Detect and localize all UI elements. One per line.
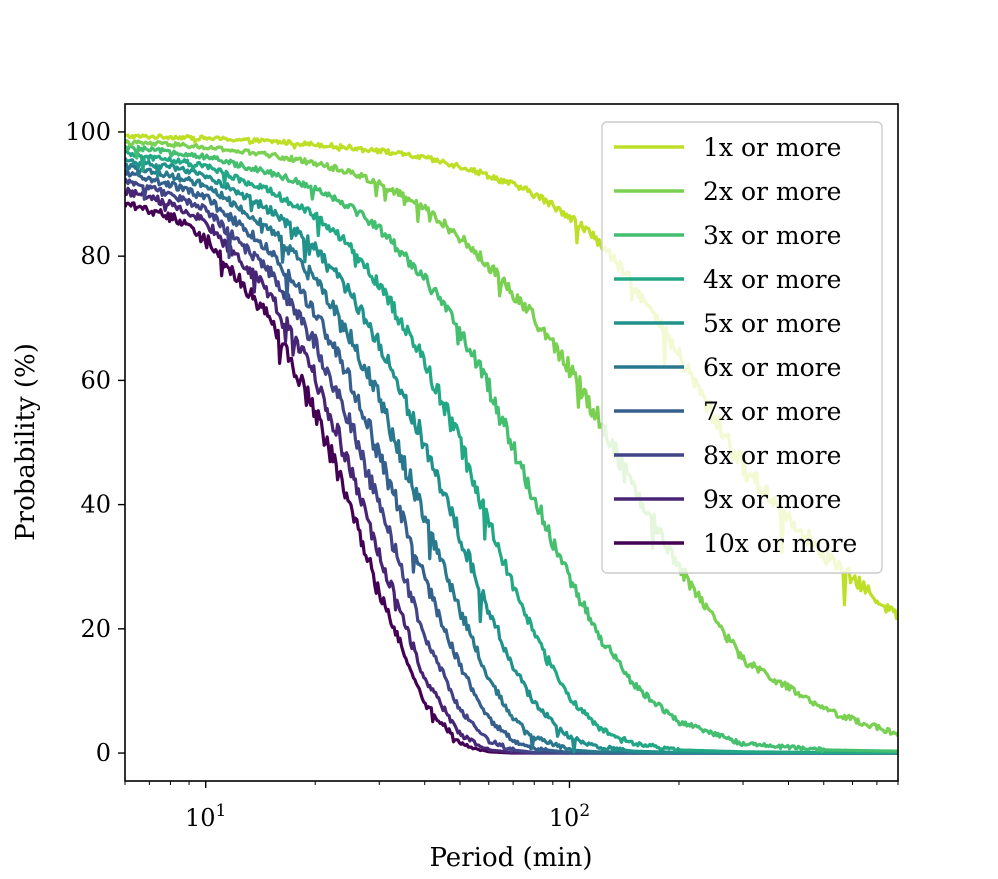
y-axis-title: Probability (%) <box>11 343 41 541</box>
x-tick-label: 102 <box>549 801 590 832</box>
y-tick-label: 20 <box>80 615 111 643</box>
y-tick-label: 60 <box>80 366 111 394</box>
legend-label: 10x or more <box>703 529 857 558</box>
legend-label: 9x or more <box>703 485 841 514</box>
legend-label: 6x or more <box>703 353 841 382</box>
x-axis-title: Period (min) <box>429 843 592 873</box>
legend-label: 7x or more <box>703 397 841 426</box>
series-line-2x <box>125 139 898 737</box>
x-tick-label: 101 <box>185 801 226 832</box>
legend: 1x or more 2x or more 3x or more 4x or more… <box>601 121 883 574</box>
y-tick-label: 40 <box>80 491 111 519</box>
y-tick-label: 100 <box>65 118 111 146</box>
legend-label: 2x or more <box>703 177 841 206</box>
x-axis: 101 102 <box>124 781 899 832</box>
series-line-3x <box>125 144 898 754</box>
y-tick-label: 80 <box>80 242 111 270</box>
legend-label: 1x or more <box>703 133 841 162</box>
y-tick-label: 0 <box>96 739 111 767</box>
legend-label: 4x or more <box>703 265 841 294</box>
legend-label: 5x or more <box>703 309 841 338</box>
y-axis: 0 20 40 60 80 100 <box>65 118 125 767</box>
legend-label: 8x or more <box>703 441 841 470</box>
plot-frame <box>124 103 899 782</box>
legend-label: 3x or more <box>703 221 841 250</box>
series-line-4x <box>125 149 898 755</box>
